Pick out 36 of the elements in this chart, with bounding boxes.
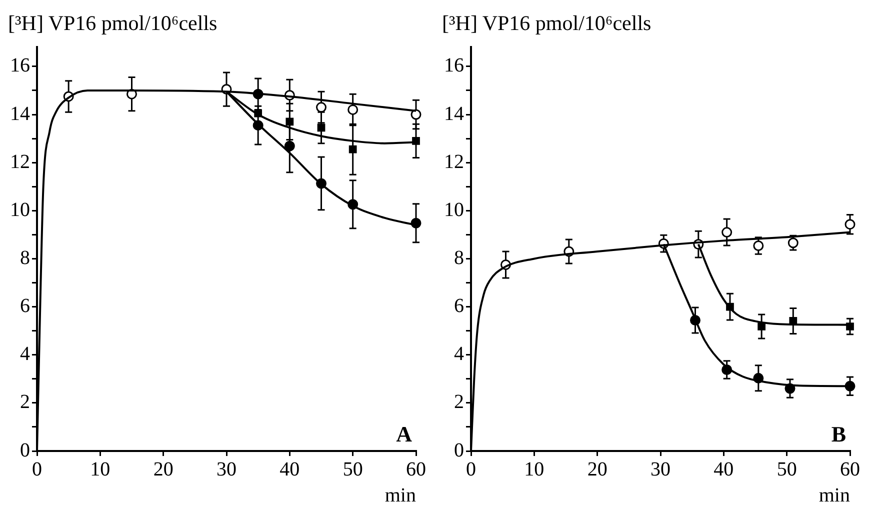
y-tick-label: 4 <box>454 343 464 366</box>
x-tick-label: 20 <box>153 458 174 480</box>
annotation: A <box>396 422 412 447</box>
y-tick-label: 12 <box>444 150 464 173</box>
y-tick-label: 4 <box>20 343 30 366</box>
x-axis-title: min <box>818 484 850 506</box>
y-tick-label: 10 <box>10 198 30 221</box>
x-tick-label: 50 <box>776 458 797 480</box>
y-tick-label: 2 <box>20 391 30 414</box>
x-tick-label: 40 <box>280 458 300 480</box>
annotation: B <box>831 422 846 447</box>
y-tick-label: 8 <box>20 246 30 269</box>
y-tick-label: 2 <box>454 391 464 414</box>
y-tick-label: 10 <box>444 198 464 221</box>
y-tick-label: 6 <box>20 295 30 318</box>
x-tick-label: 30 <box>650 458 670 480</box>
y-tick-label: 0 <box>454 439 464 462</box>
y-axis-title: [³H] VP16 pmol/10⁶cells <box>8 11 218 36</box>
y-tick-label: 12 <box>10 150 30 173</box>
y-tick-label: 0 <box>20 439 30 462</box>
x-tick-label: 10 <box>90 458 110 480</box>
x-tick-label: 40 <box>714 458 734 480</box>
x-tick-label: 20 <box>587 458 608 480</box>
y-tick-label: 8 <box>454 246 464 269</box>
y-tick-label: 6 <box>454 295 464 318</box>
y-tick-label: 14 <box>444 102 464 125</box>
y-tick-label: 16 <box>10 54 30 77</box>
x-tick-label: 10 <box>524 458 544 480</box>
x-tick-label: 50 <box>342 458 363 480</box>
x-tick-label: 30 <box>216 458 236 480</box>
x-axis-title: min <box>384 484 416 506</box>
x-tick-label: 60 <box>406 458 426 480</box>
y-axis-title: [³H] VP16 pmol/10⁶cells <box>442 11 652 36</box>
y-tick-label: 16 <box>444 54 464 77</box>
y-tick-label: 14 <box>10 102 30 125</box>
x-tick-label: 60 <box>840 458 860 480</box>
